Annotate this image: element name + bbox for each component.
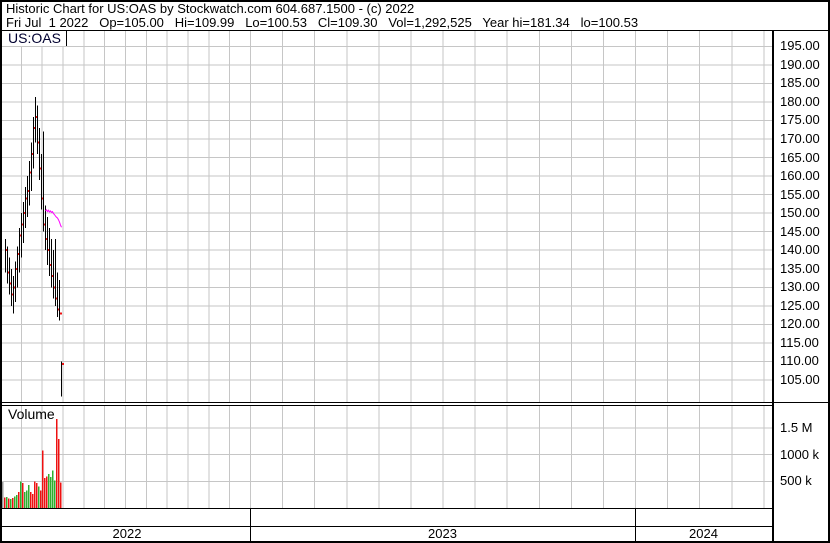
price-tick-label: 125.00 [780,298,820,313]
price-tick-label: 190.00 [780,57,820,72]
volume-tick-label: 1.5 M [780,420,813,435]
quote-line: Fri Jul 1 2022 Op=105.00 Hi=109.99 Lo=10… [6,15,639,30]
pane-divider-top [2,402,828,403]
price-tick-label: 110.00 [780,353,819,368]
price-tick-label: 160.00 [780,168,820,183]
year-label-2024: 2024 [689,526,718,541]
price-tick-label: 140.00 [780,242,820,257]
year-label-2022: 2022 [112,526,142,541]
volume-tick-label: 1000 k [780,447,820,462]
price-tick-label: 155.00 [780,187,820,202]
price-tick-label: 165.00 [780,150,820,165]
price-tick-label: 135.00 [780,261,820,276]
year-cell-divider-1 [250,509,251,541]
price-tick-label: 130.00 [780,279,820,294]
price-tick-label: 150.00 [780,205,820,220]
volume-pane-label: Volume [8,406,55,422]
price-tick-label: 145.00 [780,224,820,239]
chart-title: Historic Chart for US:OAS by Stockwatch.… [6,1,415,16]
price-tick-label: 195.00 [780,38,820,53]
price-tick-label: 180.00 [780,94,820,109]
symbol-label: US:OAS [3,31,67,46]
year-label-2023: 2023 [428,526,457,541]
volume-chart-pane [2,406,772,508]
header-divider-line [0,30,830,31]
price-tick-label: 105.00 [780,372,820,387]
price-chart-pane [2,31,772,402]
plot-right-border [772,30,774,541]
volume-tick-label: 500 k [780,473,812,488]
price-tick-label: 175.00 [780,112,820,127]
pane-divider-bottom [2,405,772,406]
price-tick-label: 120.00 [780,316,820,331]
price-tick-label: 185.00 [780,75,820,90]
price-tick-label: 170.00 [780,131,820,146]
volume-bottom-line [2,508,772,509]
axis-strip-divider [2,526,772,527]
year-cell-divider-2 [635,509,636,541]
price-tick-label: 115.00 [780,335,819,350]
